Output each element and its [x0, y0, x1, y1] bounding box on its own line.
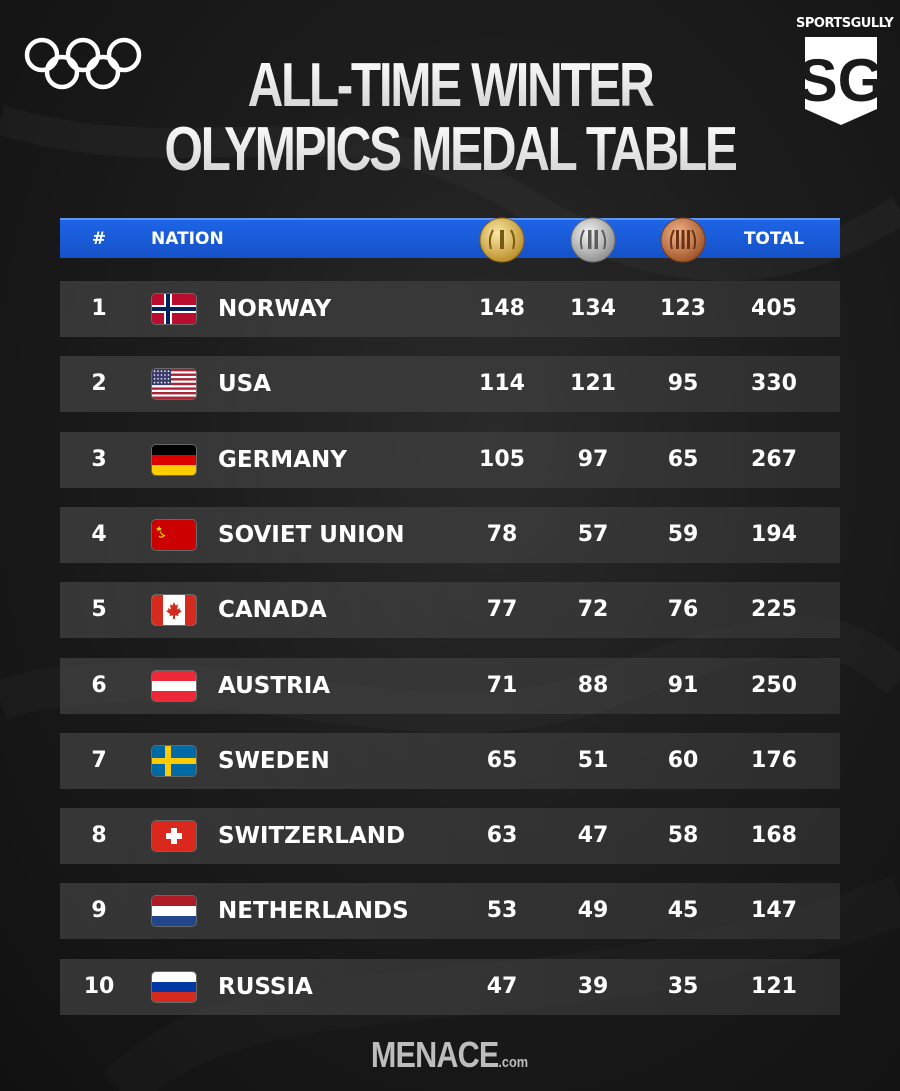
usa-flag	[152, 369, 196, 400]
title-line-2: OLYMPICS MEDAL TABLE	[90, 118, 810, 182]
row-bronze: 95	[667, 371, 699, 397]
row-nation: CANADA	[218, 597, 327, 624]
row-total: 225	[751, 597, 797, 623]
row-bronze: 91	[667, 672, 699, 698]
row-gold: 65	[486, 747, 518, 773]
table-row: 8 SWITZERLAND 63 47 58 168	[60, 808, 840, 865]
row-bronze: 76	[667, 597, 699, 623]
gold-medal-icon	[479, 217, 525, 263]
row-rank: 4	[91, 521, 107, 547]
row-silver: 57	[577, 521, 609, 547]
row-total: 250	[751, 672, 797, 698]
russia-flag	[152, 971, 196, 1002]
row-rank: 3	[91, 446, 107, 472]
row-gold: 148	[479, 296, 525, 321]
footer-brand: MENACE.com	[0, 1034, 900, 1076]
row-silver: 47	[577, 823, 609, 849]
row-gold: 53	[486, 898, 518, 924]
row-gold: 114	[479, 371, 525, 397]
row-silver: 49	[577, 898, 609, 924]
row-bronze: 59	[667, 521, 699, 547]
norway-flag	[152, 294, 196, 324]
row-gold: 63	[486, 823, 518, 849]
table-header: # NATION TOTAL	[60, 217, 840, 263]
row-total: 267	[751, 446, 797, 472]
row-total: 176	[751, 747, 797, 773]
row-total: 147	[751, 898, 797, 924]
austria-flag	[152, 670, 196, 701]
table-row: 10 RUSSIA 47 39 35 121	[60, 958, 840, 1015]
sportsgully-logo: SPORTSGULLY SG	[796, 16, 894, 128]
olympic-rings-icon	[24, 37, 142, 90]
row-nation: SWITZERLAND	[218, 823, 406, 850]
page-title: ALL-TIME WINTER OLYMPICS MEDAL TABLE	[0, 54, 900, 182]
table-row: 3 GERMANY 105 97 65 267	[60, 431, 840, 488]
row-silver: 72	[577, 597, 609, 623]
row-nation: SOVIET UNION	[218, 521, 405, 548]
row-rank: 6	[91, 672, 107, 698]
row-rank: 2	[91, 371, 107, 397]
brand-name: SPORTSGULLY	[796, 16, 894, 31]
row-rank: 1	[91, 296, 107, 321]
row-total: 168	[751, 823, 797, 849]
row-bronze: 58	[667, 823, 699, 849]
silver-medal-icon	[570, 217, 616, 263]
row-total: 121	[751, 973, 797, 999]
row-gold: 47	[486, 973, 518, 999]
row-total: 194	[751, 521, 797, 547]
brand-logo-text: SG	[801, 47, 881, 114]
row-nation: NETHERLANDS	[218, 898, 409, 925]
row-nation: AUSTRIA	[218, 672, 331, 699]
sweden-flag	[152, 745, 196, 776]
row-nation: GERMANY	[218, 446, 347, 473]
table-row: 2 USA 114 121 95 330	[60, 356, 840, 413]
row-gold: 78	[486, 521, 518, 547]
sg-shield-icon: SG	[801, 37, 881, 125]
row-total: 330	[751, 371, 797, 397]
row-silver: 121	[570, 371, 616, 397]
row-bronze: 65	[667, 446, 699, 472]
header-rank: #	[91, 229, 107, 249]
header-nation: NATION	[151, 229, 224, 249]
footer-main: MENACE	[371, 1034, 499, 1075]
row-rank: 8	[91, 823, 107, 849]
germany-flag	[152, 444, 196, 475]
row-nation: NORWAY	[218, 296, 332, 322]
table-row: 4 SOVIET UNION 78 57 59 194	[60, 506, 840, 563]
row-silver: 51	[577, 747, 609, 773]
soviet-union-flag	[152, 519, 196, 550]
row-bronze: 45	[667, 898, 699, 924]
title-line-1: ALL-TIME WINTER	[90, 54, 810, 118]
row-rank: 5	[91, 597, 107, 623]
header-total: TOTAL	[743, 229, 805, 249]
row-silver: 97	[577, 446, 609, 472]
row-gold: 105	[479, 446, 525, 472]
row-nation: SWEDEN	[218, 747, 330, 774]
table-row: 7 SWEDEN 65 51 60 176	[60, 732, 840, 789]
row-nation: RUSSIA	[218, 973, 313, 1000]
table-row: 1 NORWAY 148 134 123 405	[60, 281, 840, 337]
switzerland-flag	[152, 821, 196, 852]
row-total: 405	[751, 296, 797, 321]
row-bronze: 60	[667, 747, 699, 773]
table-row: 9 NETHERLANDS 53 49 45 147	[60, 883, 840, 940]
netherlands-flag	[152, 896, 196, 927]
row-rank: 9	[91, 898, 107, 924]
bronze-medal-icon	[660, 217, 706, 263]
row-bronze: 35	[667, 973, 699, 999]
canada-flag	[152, 595, 196, 626]
row-silver: 88	[577, 672, 609, 698]
row-gold: 77	[486, 597, 518, 623]
footer-suffix: .com	[498, 1054, 529, 1071]
table-row: 5 CANADA 77 72 76 225	[60, 582, 840, 639]
row-nation: USA	[218, 371, 272, 398]
table-row: 6 AUSTRIA 71 88 91 250	[60, 657, 840, 714]
row-bronze: 123	[660, 296, 706, 321]
row-rank: 7	[91, 747, 107, 773]
row-gold: 71	[486, 672, 518, 698]
row-rank: 10	[83, 973, 115, 999]
row-silver: 39	[577, 973, 609, 999]
row-silver: 134	[570, 296, 616, 321]
